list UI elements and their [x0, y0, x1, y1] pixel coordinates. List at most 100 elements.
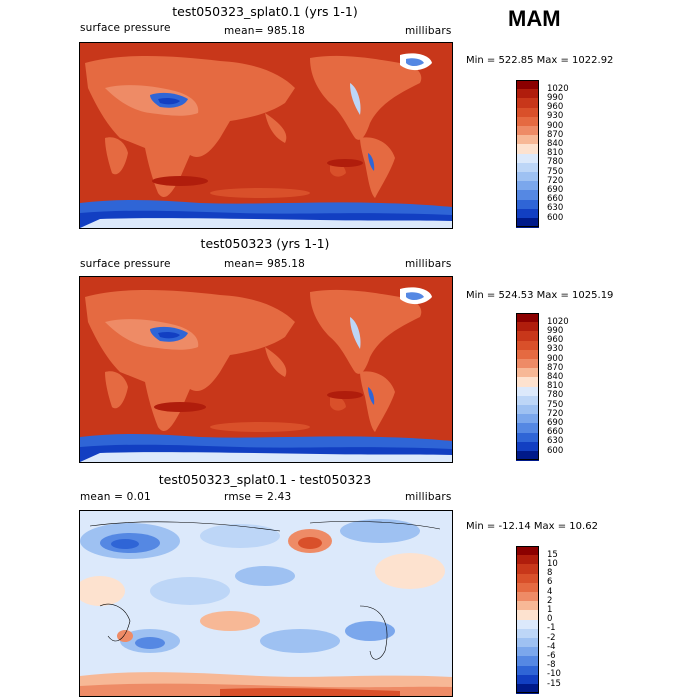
colorbar-swatch	[516, 423, 539, 433]
colorbar-swatch	[516, 89, 539, 99]
panel1-map	[79, 42, 453, 229]
colorbar-level-label: 600	[547, 212, 564, 223]
colorbar-swatch	[516, 135, 539, 145]
panel1-map-svg	[80, 43, 452, 228]
colorbar-swatch	[516, 564, 539, 574]
colorbar-level-label: 600	[547, 445, 564, 456]
panel1-title: test050323_splat0.1 (yrs 1-1)	[172, 4, 358, 19]
colorbar-swatch	[516, 638, 539, 648]
colorbar-level-label: 750	[547, 166, 564, 177]
colorbar-swatch	[516, 377, 539, 387]
colorbar-level-label: 720	[547, 408, 564, 419]
colorbar-level-label: 840	[547, 138, 564, 149]
colorbar-swatch	[516, 368, 539, 378]
colorbar-swatch	[516, 181, 539, 191]
colorbar-level-label: 870	[547, 362, 564, 373]
colorbar-swatch	[516, 546, 539, 556]
panel1-mean-label: mean= 985.18	[224, 25, 306, 37]
colorbar-level-label: 750	[547, 399, 564, 410]
colorbar-swatch	[516, 573, 539, 584]
colorbar-swatch	[516, 349, 539, 360]
colorbar-swatch	[516, 414, 539, 424]
colorbar-level-label: 780	[547, 157, 564, 168]
colorbar-swatch	[516, 610, 539, 620]
colorbar-level-label: 4	[547, 586, 553, 597]
colorbar-swatch	[516, 162, 539, 173]
colorbar-swatch	[516, 116, 539, 127]
colorbar-swatch	[516, 656, 539, 666]
panel2-map-svg	[80, 277, 452, 462]
panel2-title: test050323 (yrs 1-1)	[200, 236, 330, 251]
colorbar-swatch	[516, 592, 539, 602]
colorbar-swatch	[516, 395, 539, 406]
colorbar-level-label: 660	[547, 194, 564, 205]
colorbar-level-label: 0	[547, 614, 553, 625]
colorbar-swatch	[516, 647, 539, 657]
panel2-mean-label: mean= 985.18	[224, 258, 306, 270]
colorbar-swatch	[516, 172, 539, 182]
colorbar-level-label: 630	[547, 203, 564, 214]
colorbar-level-label: 720	[547, 175, 564, 186]
colorbar-level-label: 870	[547, 129, 564, 140]
colorbar-level-label: -15	[547, 678, 561, 689]
colorbar-swatch	[516, 619, 539, 630]
colorbar-swatch	[516, 144, 539, 154]
colorbar-level-label: 840	[547, 371, 564, 382]
colorbar-level-label: 6	[547, 577, 553, 588]
panel1-variable-label: surface pressure	[80, 22, 171, 34]
colorbar-swatch	[516, 386, 539, 397]
colorbar-level-label: -4	[547, 641, 556, 652]
colorbar-swatch	[516, 218, 539, 228]
panel2-units-label: millibars	[405, 258, 452, 270]
colorbar-level-label: 960	[547, 102, 564, 113]
panel2-minmax: Min = 524.53 Max = 1025.19	[466, 290, 614, 301]
season-label: MAM	[508, 6, 561, 31]
colorbar-swatch	[516, 432, 539, 443]
colorbar-swatch	[516, 674, 539, 685]
colorbar-level-label: 990	[547, 325, 564, 336]
colorbar-level-label: 990	[547, 92, 564, 103]
colorbar-level-label: -8	[547, 660, 556, 671]
colorbar-swatch	[516, 665, 539, 676]
colorbar-level-label: 930	[547, 111, 564, 122]
colorbar-level-label: 960	[547, 335, 564, 346]
colorbar-swatch	[516, 340, 539, 351]
panel3-units-label: millibars	[405, 491, 452, 503]
colorbar-frame	[516, 80, 539, 228]
panel2-variable-label: surface pressure	[80, 258, 171, 270]
colorbar-swatch	[516, 601, 539, 611]
panel3-title: test050323_splat0.1 - test050323	[158, 472, 372, 487]
colorbar-level-label: 1020	[547, 83, 569, 94]
colorbar-swatch	[516, 451, 539, 461]
colorbar-level-label: 630	[547, 436, 564, 447]
colorbar-level-label: 8	[547, 568, 553, 579]
colorbar-level-label: 10	[547, 558, 558, 569]
colorbar-level-label: 780	[547, 390, 564, 401]
colorbar-swatch	[516, 190, 539, 200]
colorbar-level-label: 900	[547, 120, 564, 131]
panel1-units-label: millibars	[405, 25, 452, 37]
panel3-map	[79, 510, 453, 697]
colorbar-swatch	[516, 199, 539, 210]
colorbar-level-label: 660	[547, 427, 564, 438]
colorbar-swatch	[516, 208, 539, 219]
panel2-map	[79, 276, 453, 463]
colorbar-frame	[516, 313, 539, 461]
colorbar-level-label: 2	[547, 595, 553, 606]
colorbar-level-label: -6	[547, 650, 556, 661]
panel3-mean-label: mean = 0.01	[80, 491, 151, 503]
colorbar-level-label: 1	[547, 604, 553, 615]
colorbar-swatch	[516, 322, 539, 332]
colorbar-level-label: 930	[547, 344, 564, 355]
colorbar-swatch	[516, 126, 539, 136]
colorbar-level-label: 810	[547, 381, 564, 392]
colorbar-frame	[516, 546, 539, 694]
colorbar-level-label: 15	[547, 549, 558, 560]
colorbar-level-label: -10	[547, 669, 561, 680]
colorbar-level-label: 690	[547, 184, 564, 195]
colorbar-swatch	[516, 153, 539, 164]
colorbar-swatch	[516, 107, 539, 118]
colorbar-swatch	[516, 80, 539, 90]
panel3-map-svg	[80, 511, 452, 696]
colorbar-level-label: -1	[547, 623, 556, 634]
